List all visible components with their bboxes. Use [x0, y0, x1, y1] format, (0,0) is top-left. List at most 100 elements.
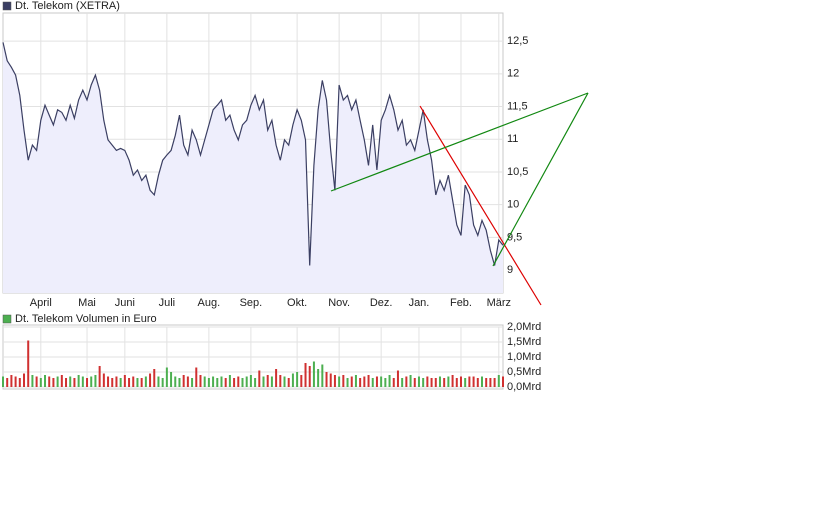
volume-bar [123, 375, 126, 387]
volume-bar [275, 369, 278, 387]
volume-bar [338, 376, 341, 387]
volume-bar [39, 378, 42, 387]
volume-bar [464, 378, 467, 387]
volume-bar [191, 378, 194, 387]
volume-bar [241, 378, 244, 387]
volume-bar [212, 376, 215, 387]
volume-bar [233, 378, 236, 387]
volume-bar [228, 375, 231, 387]
volume-bar [308, 366, 311, 387]
volume-bar [384, 378, 387, 387]
volume-bar [497, 375, 500, 387]
volume-bar [388, 375, 391, 387]
trend-line [330, 92, 589, 192]
volume-bar [161, 378, 164, 387]
volume-bar [128, 378, 131, 387]
volume-bar [417, 376, 420, 387]
volume-bar [153, 369, 156, 387]
volume-bar [329, 373, 332, 387]
volume-bar [254, 378, 257, 387]
x-tick-label: April [30, 297, 52, 309]
legend-swatch [2, 1, 12, 11]
y-tick-label: 9 [507, 264, 513, 276]
volume-bar [81, 376, 84, 387]
volume-bar [27, 340, 30, 387]
price-area [3, 42, 503, 294]
y-tick-label: 11 [507, 133, 518, 145]
volume-bar [300, 375, 303, 387]
volume-bar [220, 376, 223, 387]
volume-bar [207, 378, 210, 387]
volume-bar [44, 375, 47, 387]
volume-bar [455, 378, 458, 387]
volume-bar [60, 375, 63, 387]
volume-bar [195, 367, 198, 387]
volume-bar [279, 375, 282, 387]
volume-bar [149, 373, 152, 387]
volume-bar [56, 376, 59, 387]
volume-bar [304, 363, 307, 387]
volume-bar [186, 376, 189, 387]
volume-bar [430, 378, 433, 387]
y-tick-label: 12 [507, 68, 519, 80]
volume-bar [485, 378, 488, 387]
x-tick-label: Jan. [409, 297, 430, 309]
volume-bar [380, 376, 383, 387]
volume-bar [35, 376, 38, 387]
volume-bar [359, 378, 362, 387]
volume-bar [224, 378, 227, 387]
volume-bar [216, 378, 219, 387]
volume-bar [107, 376, 110, 387]
volume-bar [178, 378, 181, 387]
volume-bar [140, 378, 143, 387]
volume-bar [489, 378, 492, 387]
volume-bar [502, 376, 504, 387]
volume-bar [90, 376, 93, 387]
volume-bar [94, 375, 97, 387]
x-tick-label: Mai [78, 297, 96, 309]
volume-bar [350, 376, 353, 387]
volume-bar [468, 376, 471, 387]
volume-bar [77, 375, 80, 387]
volume-bar [48, 376, 51, 387]
volume-bar [52, 378, 55, 387]
volume-bar [447, 376, 450, 387]
volume-bar [422, 378, 425, 387]
volume-bar [321, 364, 324, 387]
trend-line [492, 92, 589, 267]
volume-bar [476, 378, 479, 387]
volume-bar [157, 376, 160, 387]
trend-line [419, 105, 542, 306]
volume-bar [459, 376, 462, 387]
volume-bar [405, 376, 408, 387]
volume-bar [199, 375, 202, 387]
volume-bar [98, 366, 101, 387]
volume-bar [258, 370, 261, 387]
volume-bar [346, 378, 349, 387]
volume-bar [249, 375, 252, 387]
volume-bar [6, 378, 9, 387]
x-tick-label: Dez. [370, 297, 393, 309]
volume-bar [371, 378, 374, 387]
volume-bar [266, 375, 269, 387]
volume-bar [262, 376, 265, 387]
volume-bar [354, 375, 357, 387]
y-tick-label: 0,0Mrd [507, 381, 541, 393]
volume-bar [438, 376, 441, 387]
volume-bar [413, 378, 416, 387]
legend-label: Dt. Telekom Volumen in Euro [15, 313, 157, 325]
volume-bar [363, 376, 366, 387]
trend-lines [330, 92, 589, 306]
y-tick-label: 1,5Mrd [507, 336, 541, 348]
volume-bar [31, 375, 34, 387]
volume-bar [69, 376, 72, 387]
y-tick-label: 10,5 [507, 166, 528, 178]
volume-bar [182, 375, 185, 387]
volume-bar [144, 376, 147, 387]
volume-bar [493, 378, 496, 387]
price-line [2, 42, 504, 266]
volume-bar [317, 369, 320, 387]
volume-bar [14, 376, 17, 387]
volume-bar [480, 376, 483, 387]
